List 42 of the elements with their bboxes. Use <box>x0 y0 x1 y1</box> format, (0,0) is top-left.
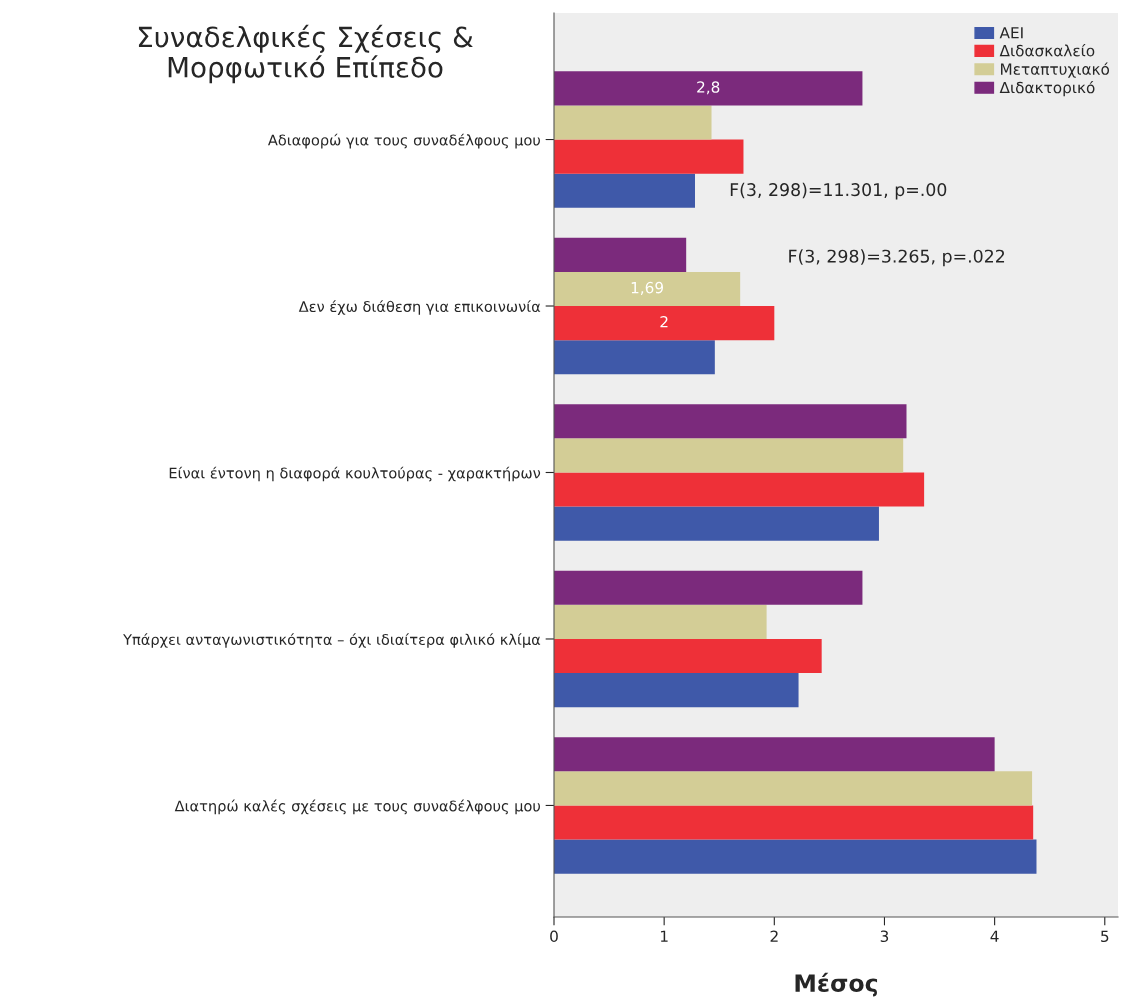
bar <box>554 604 767 639</box>
bar <box>554 737 995 772</box>
annotation: F(3, 298)=11.301, p=.00 <box>730 182 947 200</box>
y-tick-label: Δεν έχω διάθεση για επικοινωνία <box>298 300 541 315</box>
x-axis-title: Μέσος <box>795 972 878 997</box>
bar <box>554 805 1034 840</box>
annotation: F(3, 298)=3.265, p=.022 <box>789 249 1005 267</box>
legend-label: Διδασκαλείο <box>999 43 1095 57</box>
data-label: 1,69 <box>631 281 664 295</box>
x-tick-label: 1 <box>660 930 668 942</box>
y-tick-label: Είναι έντονη η διαφορά κουλτούρας - χαρακτήρων <box>169 466 541 482</box>
data-label: 2,8 <box>697 81 720 95</box>
y-tick-label: Διατηρώ καλές σχέσεις με τους συναδέλφους μου <box>174 799 540 815</box>
data-label: 2 <box>660 315 668 328</box>
y-tick-label: Αδιαφορώ για τους συναδέλφους μου <box>267 133 540 149</box>
bar <box>554 340 715 375</box>
bar <box>554 306 775 341</box>
bar <box>554 71 863 106</box>
bar <box>554 506 879 541</box>
bar <box>554 638 822 674</box>
bar <box>554 438 904 473</box>
legend-label: Διδακτορικό <box>999 80 1095 97</box>
bar <box>554 139 744 174</box>
x-tick-label: 4 <box>990 930 999 942</box>
bar <box>554 237 687 272</box>
x-tick-label: 3 <box>880 930 889 943</box>
bar <box>554 271 741 307</box>
bar <box>554 173 695 208</box>
bar <box>554 839 1037 874</box>
legend-label: ΑΕΙ <box>999 27 1023 39</box>
bar <box>554 472 925 507</box>
x-tick-label: 0 <box>550 930 558 943</box>
bar <box>554 570 863 605</box>
text: Συναδελφικές Σχέσεις & Μορφωτικό Επίπεδο <box>138 24 473 84</box>
legend-label: Μεταπτυχιακό <box>1001 62 1110 78</box>
y-tick-label: Υπάρχει ανταγωνιστικότητα – όχι ιδιαίτερα φιλικό κλίμα <box>123 633 541 648</box>
x-tick-label: 5 <box>1101 930 1109 943</box>
x-tick-label: 2 <box>770 930 778 942</box>
bar <box>554 673 799 708</box>
bar <box>554 771 1033 806</box>
bar <box>554 105 712 140</box>
bar <box>554 404 907 439</box>
